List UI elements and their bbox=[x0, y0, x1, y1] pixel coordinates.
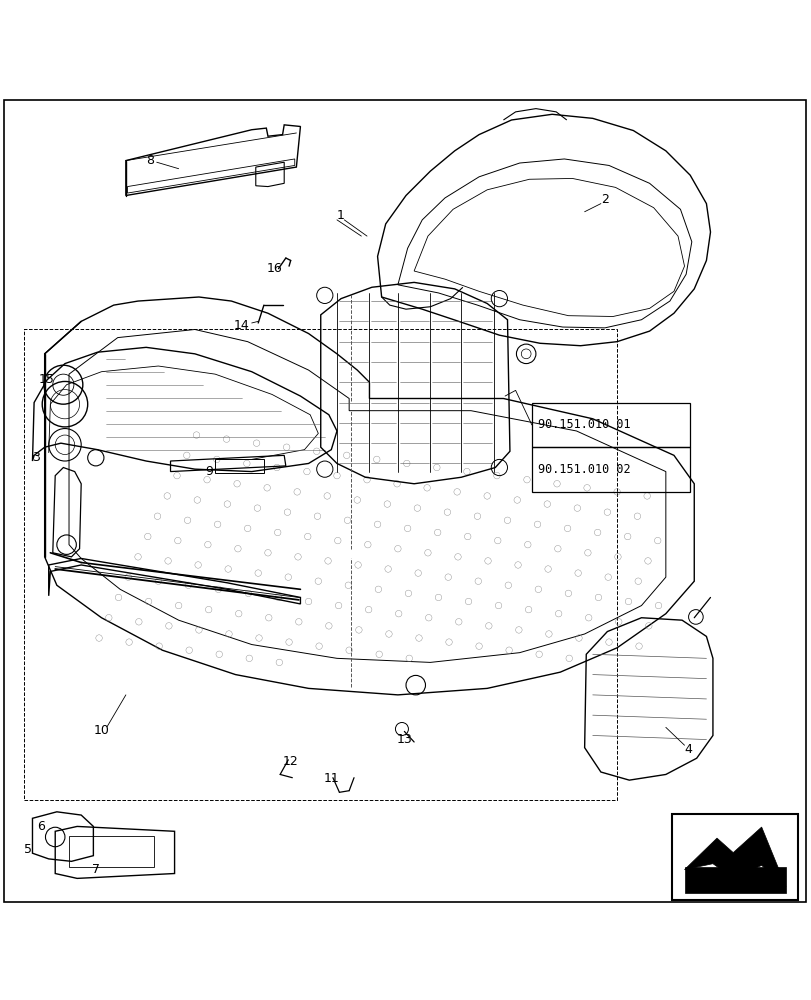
Bar bbox=[531, 447, 689, 492]
Text: 1: 1 bbox=[337, 209, 345, 222]
Text: 14: 14 bbox=[234, 319, 250, 332]
Text: 6: 6 bbox=[36, 820, 45, 833]
Text: 13: 13 bbox=[396, 733, 412, 746]
Text: 7: 7 bbox=[92, 863, 100, 876]
Text: 4: 4 bbox=[684, 743, 692, 756]
Bar bbox=[24, 329, 616, 800]
Text: 11: 11 bbox=[323, 772, 339, 785]
Bar bbox=[69, 836, 154, 867]
Text: 12: 12 bbox=[282, 755, 298, 768]
Text: 90.151.010 02: 90.151.010 02 bbox=[538, 463, 630, 476]
Text: 15: 15 bbox=[39, 373, 55, 386]
Text: 8: 8 bbox=[146, 154, 154, 167]
Bar bbox=[531, 403, 689, 447]
Bar bbox=[684, 867, 785, 893]
Bar bbox=[215, 459, 264, 473]
Polygon shape bbox=[684, 827, 785, 887]
Text: 16: 16 bbox=[267, 262, 282, 275]
Bar bbox=[672, 814, 797, 900]
Text: 90.151.010 01: 90.151.010 01 bbox=[538, 418, 630, 431]
Text: 3: 3 bbox=[32, 451, 40, 464]
Text: 9: 9 bbox=[205, 465, 213, 478]
Text: 5: 5 bbox=[24, 843, 32, 856]
Text: 2: 2 bbox=[600, 193, 608, 206]
Text: 10: 10 bbox=[93, 724, 109, 737]
